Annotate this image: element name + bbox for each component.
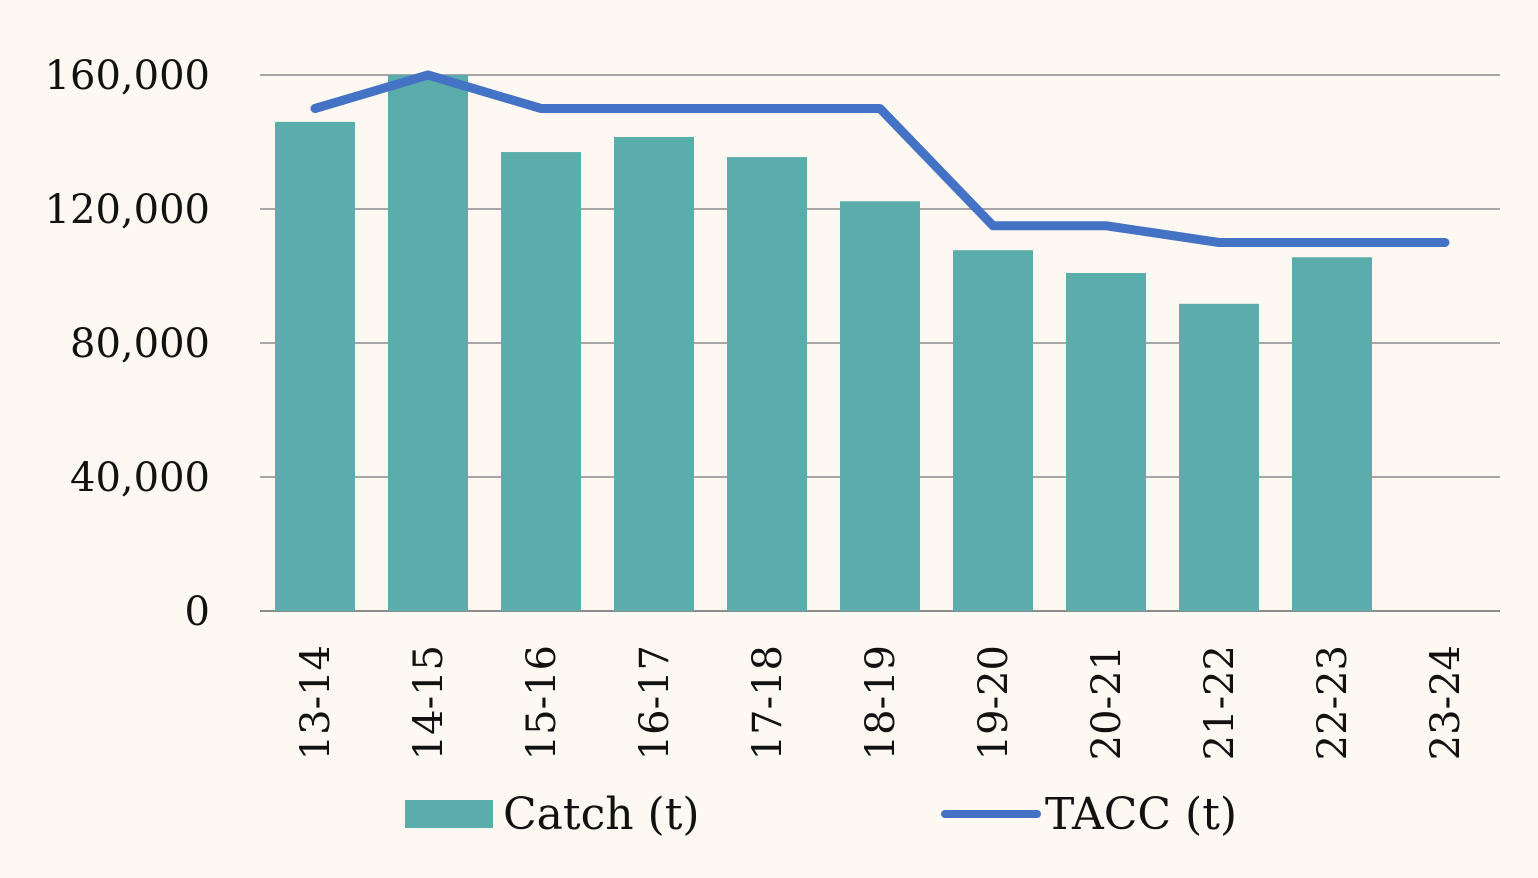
x-tick-label: 19-20	[971, 645, 1017, 760]
catch-bar	[1292, 257, 1372, 611]
legend-label-tacc: TACC (t)	[1045, 789, 1237, 840]
tacc-line-layer	[310, 70, 1450, 247]
y-tick-label: 80,000	[70, 321, 210, 367]
catch-bar	[614, 136, 694, 611]
y-axis: 0 40,000 80,000 120,000 160,000	[45, 53, 210, 635]
x-tick-label: 16-17	[632, 645, 678, 760]
legend-label-catch: Catch (t)	[503, 789, 700, 840]
catch-bars	[275, 75, 1372, 612]
x-axis: 13-14 14-15 15-16 16-17 17-18 18-19 19-20 20-21…	[293, 645, 1469, 760]
catch-bar	[501, 152, 581, 612]
x-tick-label: 14-15	[406, 645, 452, 760]
x-tick-label: 15-16	[519, 645, 565, 760]
legend-swatch-catch	[405, 800, 493, 828]
x-tick-label: 13-14	[293, 645, 339, 760]
catch-bar	[1179, 303, 1259, 611]
catch-bar	[727, 157, 807, 611]
catch-bar	[953, 250, 1033, 611]
catch-bar	[275, 121, 355, 612]
x-tick-label: 23-24	[1423, 645, 1469, 760]
tacc-line	[310, 70, 1450, 247]
legend: Catch (t) TACC (t)	[405, 789, 1237, 840]
x-tick-label: 17-18	[745, 645, 791, 760]
x-tick-label: 20-21	[1084, 645, 1130, 760]
catch-bar	[1066, 272, 1146, 611]
catch-bar	[388, 75, 468, 611]
y-tick-label: 40,000	[70, 455, 210, 501]
catch-bar	[840, 201, 920, 612]
y-tick-label: 0	[185, 589, 210, 635]
x-tick-label: 22-23	[1310, 645, 1356, 760]
x-tick-label: 18-19	[858, 645, 904, 760]
x-tick-label: 21-22	[1197, 645, 1243, 760]
y-tick-label: 120,000	[45, 187, 210, 233]
y-tick-label: 160,000	[45, 53, 210, 99]
